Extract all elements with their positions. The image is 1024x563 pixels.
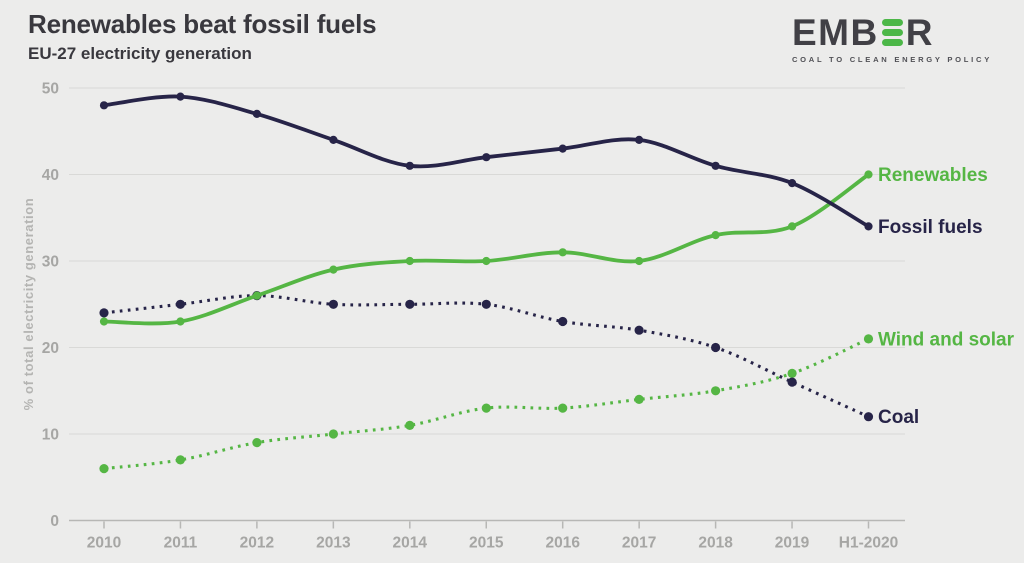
ember-logo: EMB R COAL TO CLEAN ENERGY POLICY	[792, 14, 992, 64]
logo-e-bars-icon	[881, 19, 903, 46]
data-point-renewables-2013	[329, 265, 338, 274]
series-label-fossil-fuels: Fossil fuels	[878, 217, 983, 238]
y-tick-label-20: 20	[42, 340, 59, 357]
y-axis-title: % of total electricity generation	[21, 198, 36, 411]
data-point-fossil-fuels-2017	[635, 135, 644, 144]
y-tick-label-50: 50	[42, 81, 59, 98]
data-point-wind-and-solar-2011	[175, 455, 185, 465]
data-point-fossil-fuels-2016	[558, 144, 567, 153]
series-line-wind-and-solar	[103, 337, 870, 471]
data-point-coal-2017	[634, 325, 644, 335]
data-point-fossil-fuels-2012	[252, 109, 261, 118]
series-label-renewables: Renewables	[878, 165, 988, 186]
data-point-wind-and-solar-2013	[328, 429, 338, 439]
data-point-renewables-2010	[99, 317, 109, 326]
data-point-fossil-fuels-h1-2020	[864, 222, 873, 231]
logo-text-r: R	[905, 12, 934, 53]
data-point-wind-and-solar-2019	[787, 368, 797, 378]
y-tick-label-40: 40	[42, 167, 59, 184]
data-point-coal-2016	[558, 316, 568, 327]
page-subtitle: EU-27 electricity generation	[28, 43, 252, 63]
data-point-coal-2019	[787, 377, 797, 387]
data-point-coal-2011	[175, 299, 185, 309]
x-tick-label-h1-2020: H1-2020	[839, 535, 898, 552]
data-point-coal-2010	[99, 308, 109, 318]
x-tick-label-2018: 2018	[698, 535, 733, 552]
data-point-fossil-fuels-2011	[176, 92, 185, 101]
logo-tagline: COAL TO CLEAN ENERGY POLICY	[791, 55, 992, 64]
x-tick-label-2016: 2016	[545, 535, 580, 552]
data-point-wind-and-solar-2018	[711, 386, 721, 396]
data-point-coal-2018	[711, 342, 721, 353]
data-point-coal-h1-2020	[863, 412, 874, 422]
data-point-renewables-2015	[482, 256, 491, 266]
data-point-coal-2013	[328, 299, 338, 309]
x-tick-label-2011: 2011	[164, 535, 198, 552]
series-label-coal: Coal	[878, 407, 919, 428]
y-tick-label-30: 30	[42, 254, 59, 271]
data-point-wind-and-solar-h1-2020	[863, 334, 874, 344]
data-point-renewables-2016	[558, 248, 567, 257]
x-tick-label-2010: 2010	[87, 535, 121, 552]
data-point-wind-and-solar-2016	[558, 403, 568, 413]
x-tick-label-2017: 2017	[622, 535, 656, 552]
data-point-renewables-2014	[405, 256, 414, 266]
x-tick-label-2015: 2015	[469, 535, 504, 552]
data-point-wind-and-solar-2012	[252, 438, 262, 448]
logo-text-emb: EMB	[791, 12, 879, 53]
data-point-renewables-2017	[635, 256, 644, 266]
x-tick-label-2012: 2012	[240, 535, 274, 552]
data-point-fossil-fuels-2015	[482, 153, 491, 162]
y-tick-label-0: 0	[50, 513, 59, 530]
data-point-coal-2014	[405, 299, 415, 309]
x-tick-label-2019: 2019	[775, 535, 810, 552]
series-label-wind-and-solar: Wind and solar	[878, 329, 1015, 350]
data-point-renewables-h1-2020	[864, 170, 873, 179]
data-point-renewables-2018	[711, 231, 720, 240]
data-point-fossil-fuels-2018	[711, 161, 720, 170]
data-point-wind-and-solar-2014	[405, 420, 415, 430]
x-tick-label-2013: 2013	[316, 535, 351, 552]
data-point-renewables-2011	[176, 317, 185, 326]
logo-wordmark: EMB R	[792, 14, 992, 51]
data-point-wind-and-solar-2017	[634, 394, 644, 404]
page-title: Renewables beat fossil fuels	[28, 9, 377, 39]
data-point-fossil-fuels-2014	[405, 161, 414, 170]
series-line-coal	[103, 294, 870, 419]
data-point-coal-2015	[481, 299, 491, 309]
data-point-fossil-fuels-2010	[99, 101, 109, 110]
x-tick-label-2014: 2014	[393, 535, 428, 552]
data-point-wind-and-solar-2015	[481, 403, 491, 413]
data-point-fossil-fuels-2019	[788, 179, 797, 188]
data-point-renewables-2012	[252, 291, 261, 300]
series-line-fossil-fuels	[103, 94, 870, 229]
data-point-fossil-fuels-2013	[329, 135, 338, 144]
data-point-renewables-2019	[788, 222, 797, 231]
chart-header: Renewables beat fossil fuels EU-27 elect…	[28, 9, 377, 64]
data-point-wind-and-solar-2010	[99, 464, 109, 474]
y-tick-label-10: 10	[42, 427, 59, 444]
